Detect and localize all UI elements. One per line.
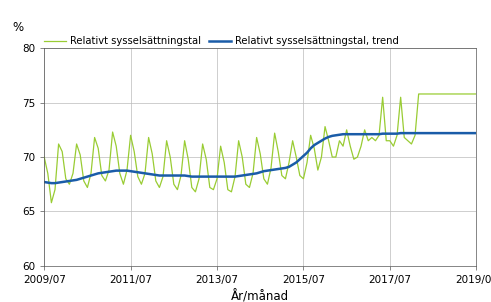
Relativt sysselsättningstal, trend (146, 172, 152, 176)
Relativt sysselsättningstal (315, 168, 321, 172)
Line: Relativt sysselsättningstal: Relativt sysselsättningstal (44, 94, 476, 203)
Relativt sysselsättningstal (146, 136, 152, 139)
Relativt sysselsättningstal, trend (315, 141, 321, 145)
Relativt sysselsättningstal, trend (473, 131, 479, 135)
Relativt sysselsättningstal (88, 172, 94, 175)
Relativt sysselsättningstal, trend (336, 133, 342, 137)
X-axis label: År/månad: År/månad (231, 290, 289, 302)
Legend: Relativt sysselsättningstal, Relativt sysselsättningstal, trend: Relativt sysselsättningstal, Relativt sy… (44, 36, 399, 46)
Relativt sysselsättningstal (49, 201, 55, 204)
Relativt sysselsättningstal (336, 139, 342, 143)
Relativt sysselsättningstal (228, 190, 234, 194)
Text: %: % (12, 21, 24, 34)
Relativt sysselsättningstal (41, 155, 47, 159)
Relativt sysselsättningstal (416, 92, 422, 96)
Relativt sysselsättningstal, trend (88, 174, 94, 177)
Relativt sysselsättningstal, trend (452, 131, 458, 135)
Relativt sysselsättningstal, trend (228, 175, 234, 178)
Relativt sysselsättningstal, trend (41, 180, 47, 184)
Relativt sysselsättningstal (473, 92, 479, 96)
Line: Relativt sysselsättningstal, trend: Relativt sysselsättningstal, trend (44, 133, 476, 183)
Relativt sysselsättningstal, trend (398, 131, 404, 135)
Relativt sysselsättningstal (452, 92, 458, 96)
Relativt sysselsättningstal, trend (49, 181, 55, 185)
